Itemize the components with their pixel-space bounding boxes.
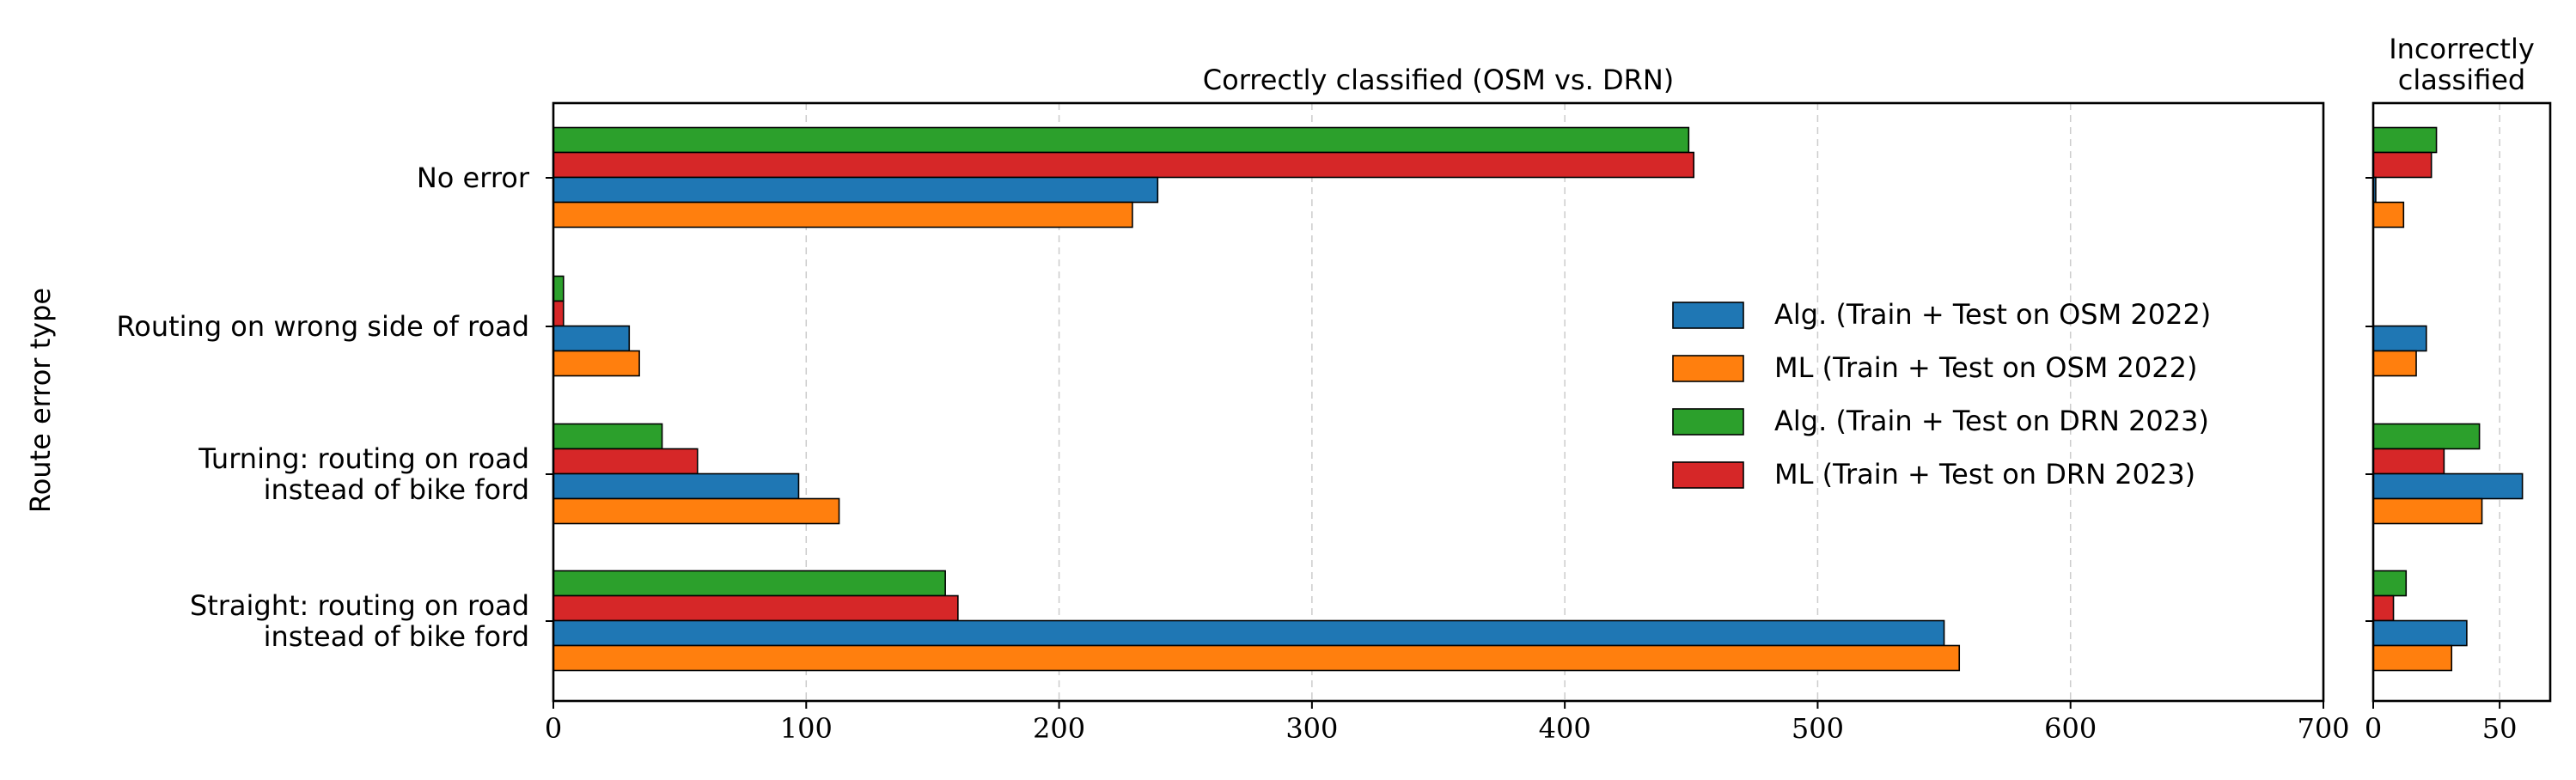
legend-swatch-ml-train-test-on-osm-2022 [1672, 355, 1744, 382]
bar-ml-train-test-on-drn-2023-straight-routing-on-road-instead-of-bike-ford [552, 594, 959, 622]
x-tick-label: 200 [1033, 712, 1085, 745]
bar-alg-train-test-on-drn-2023-straight-routing-on-road-instead-of-bike-ford [552, 570, 946, 597]
bar-ml-train-test-on-drn-2023-no-error [552, 151, 1695, 179]
bar-alg-train-test-on-drn-2023-turning-routing-on-road-instead-of-bike-ford [552, 423, 663, 450]
legend-swatch-alg-train-test-on-drn-2023 [1672, 408, 1744, 436]
x-tick-label: 500 [1792, 712, 1844, 745]
panel-incorrectly-classified: 0 50 Incorrectly classified [2365, 33, 2552, 745]
bar-ml-train-test-on-drn-2023-routing-on-wrong-side-of-road [552, 300, 565, 327]
y-category-label: Routing on wrong side of road [116, 310, 529, 343]
axes-frame [552, 101, 2325, 703]
bar-alg-train-test-on-drn-2023-turning-routing-on-road-instead-of-bike-ford [2372, 423, 2481, 450]
bar-ml-train-test-on-osm-2022-straight-routing-on-road-instead-of-bike-ford [552, 644, 1961, 672]
x-tick-label: 400 [1539, 712, 1591, 745]
bar-ml-train-test-on-drn-2023-no-error [2372, 151, 2433, 179]
bar-alg-train-test-on-drn-2023-straight-routing-on-road-instead-of-bike-ford [2372, 570, 2408, 597]
bar-ml-train-test-on-osm-2022-routing-on-wrong-side-of-road [552, 350, 640, 377]
bar-alg-train-test-on-drn-2023-routing-on-wrong-side-of-road [552, 275, 565, 302]
y-category-label: Straight: routing on road instead of bike… [190, 589, 529, 653]
legend-label-ml-train-test-on-drn-2023: ML (Train + Test on DRN 2023) [1774, 458, 2195, 491]
panel-title: Incorrectly classified [2389, 33, 2535, 96]
bar-ml-train-test-on-osm-2022-turning-routing-on-road-instead-of-bike-ford [2372, 497, 2483, 525]
legend: Alg. (Train + Test on OSM 2022) ML (Train… [1672, 298, 2211, 491]
legend-label-ml-train-test-on-osm-2022: ML (Train + Test on OSM 2022) [1774, 351, 2197, 384]
bar-alg-train-test-on-osm-2022-no-error [552, 176, 1159, 204]
x-ticks: 0 100 200 300 400 500 600 700 [545, 701, 2350, 745]
legend-swatch-alg-train-test-on-osm-2022 [1672, 302, 1744, 329]
y-category-label: No error [417, 161, 530, 194]
x-tick-label: 50 [2482, 712, 2518, 745]
x-tick-label: 600 [2044, 712, 2097, 745]
bar-alg-train-test-on-osm-2022-routing-on-wrong-side-of-road [552, 325, 631, 352]
bar-alg-train-test-on-osm-2022-straight-routing-on-road-instead-of-bike-ford [2372, 619, 2468, 647]
panel-correctly-classified: 0 100 200 300 400 500 600 700 No error Routing on… [116, 64, 2349, 745]
panel-title: Correctly classified (OSM vs. DRN) [1203, 64, 1674, 96]
bar-alg-train-test-on-osm-2022-routing-on-wrong-side-of-road [2372, 325, 2427, 352]
bar-alg-train-test-on-drn-2023-no-error [2372, 126, 2438, 154]
legend-swatch-ml-train-test-on-drn-2023 [1672, 461, 1744, 489]
bar-ml-train-test-on-osm-2022-no-error [2372, 201, 2405, 229]
bar-ml-train-test-on-drn-2023-turning-routing-on-road-instead-of-bike-ford [552, 448, 699, 475]
x-tick-label: 0 [545, 712, 562, 745]
legend-label-alg-train-test-on-drn-2023: Alg. (Train + Test on DRN 2023) [1774, 405, 2209, 437]
y-axis-label: Route error type [24, 288, 57, 513]
x-tick-label: 300 [1285, 712, 1338, 745]
bar-ml-train-test-on-osm-2022-straight-routing-on-road-instead-of-bike-ford [2372, 644, 2453, 672]
x-ticks: 0 50 [2365, 701, 2518, 745]
x-tick-label: 100 [780, 712, 833, 745]
bar-ml-train-test-on-osm-2022-routing-on-wrong-side-of-road [2372, 350, 2417, 377]
bar-alg-train-test-on-osm-2022-straight-routing-on-road-instead-of-bike-ford [552, 619, 1945, 647]
y-category-label: Turning: routing on road instead of bike … [198, 442, 529, 506]
bar-alg-train-test-on-drn-2023-no-error [552, 126, 1690, 154]
x-tick-label: 700 [2297, 712, 2349, 745]
axes-frame [2372, 101, 2552, 703]
bar-alg-train-test-on-osm-2022-turning-routing-on-road-instead-of-bike-ford [552, 472, 800, 500]
bar-alg-train-test-on-osm-2022-turning-routing-on-road-instead-of-bike-ford [2372, 472, 2524, 500]
bar-ml-train-test-on-osm-2022-no-error [552, 201, 1133, 229]
bar-ml-train-test-on-drn-2023-turning-routing-on-road-instead-of-bike-ford [2372, 448, 2445, 475]
x-tick-label: 0 [2365, 712, 2382, 745]
bar-ml-train-test-on-osm-2022-turning-routing-on-road-instead-of-bike-ford [552, 497, 840, 525]
legend-label-alg-train-test-on-osm-2022: Alg. (Train + Test on OSM 2022) [1774, 298, 2211, 331]
bar-ml-train-test-on-drn-2023-straight-routing-on-road-instead-of-bike-ford [2372, 594, 2395, 622]
